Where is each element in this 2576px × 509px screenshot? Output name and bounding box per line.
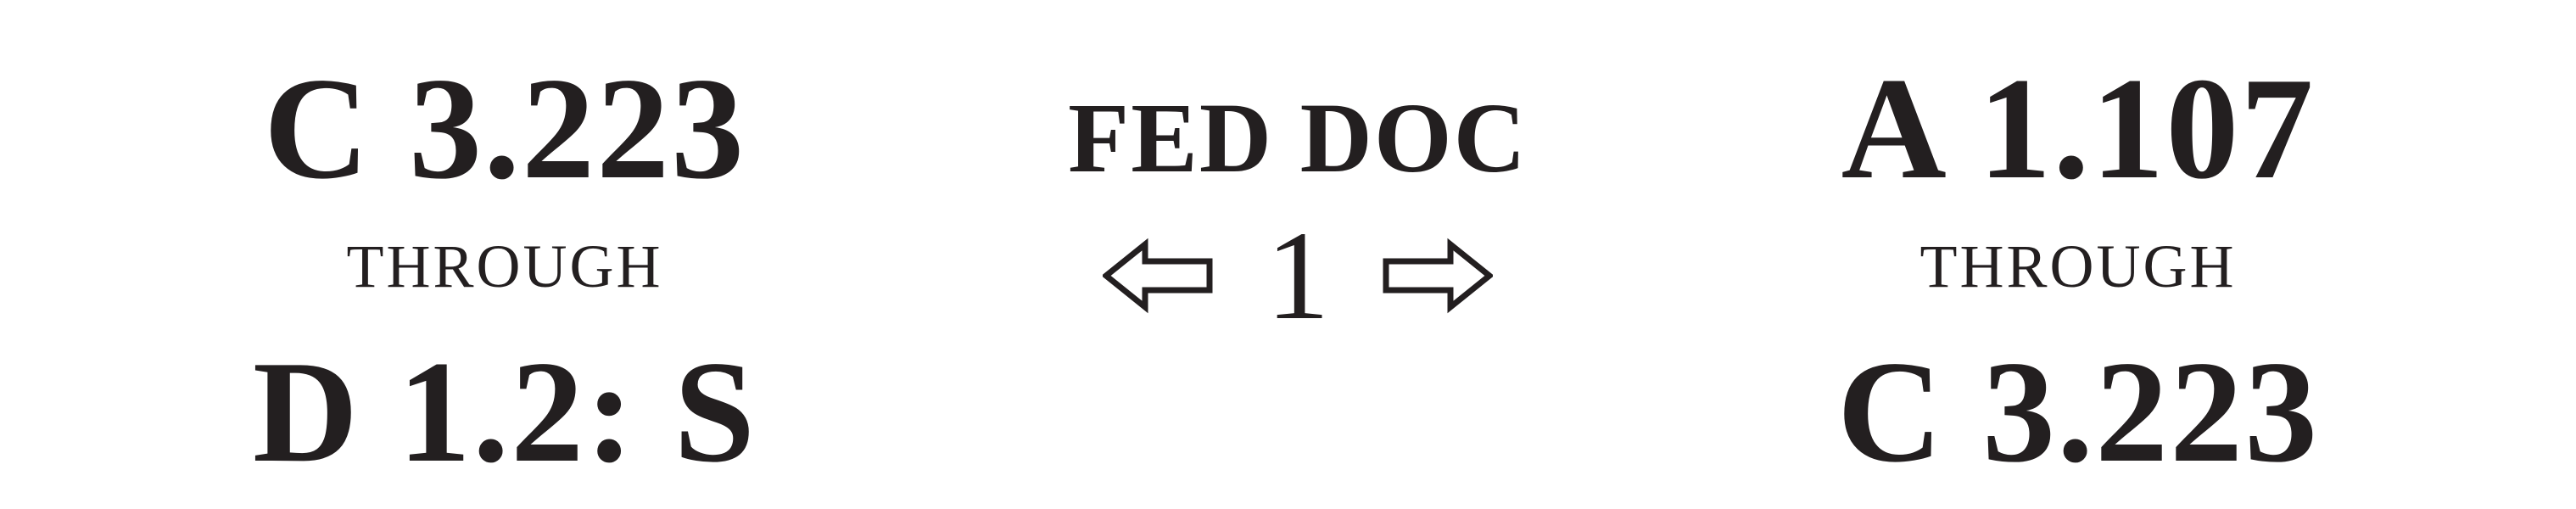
- center-panel: FED DOC 1: [1001, 0, 1595, 509]
- shelf-navigation: 1: [1001, 212, 1595, 339]
- left-through-label: THROUGH: [346, 232, 663, 300]
- left-arrow-icon: [1103, 238, 1213, 314]
- right-range-panel: A 1.107 THROUGH C 3.223: [1773, 0, 2383, 509]
- left-range-panel: C 3.223 THROUGH D 1.2: S: [204, 0, 806, 509]
- right-through-label: THROUGH: [1919, 232, 2237, 300]
- fed-doc-title: FED DOC: [1068, 82, 1528, 193]
- right-range-end: C 3.223: [1836, 332, 2320, 493]
- shelf-number: 1: [1266, 205, 1330, 346]
- left-range-start: C 3.223: [263, 48, 746, 210]
- right-arrow-icon: [1383, 238, 1493, 314]
- right-range-start: A 1.107: [1841, 48, 2316, 210]
- left-range-end: D 1.2: S: [252, 332, 757, 493]
